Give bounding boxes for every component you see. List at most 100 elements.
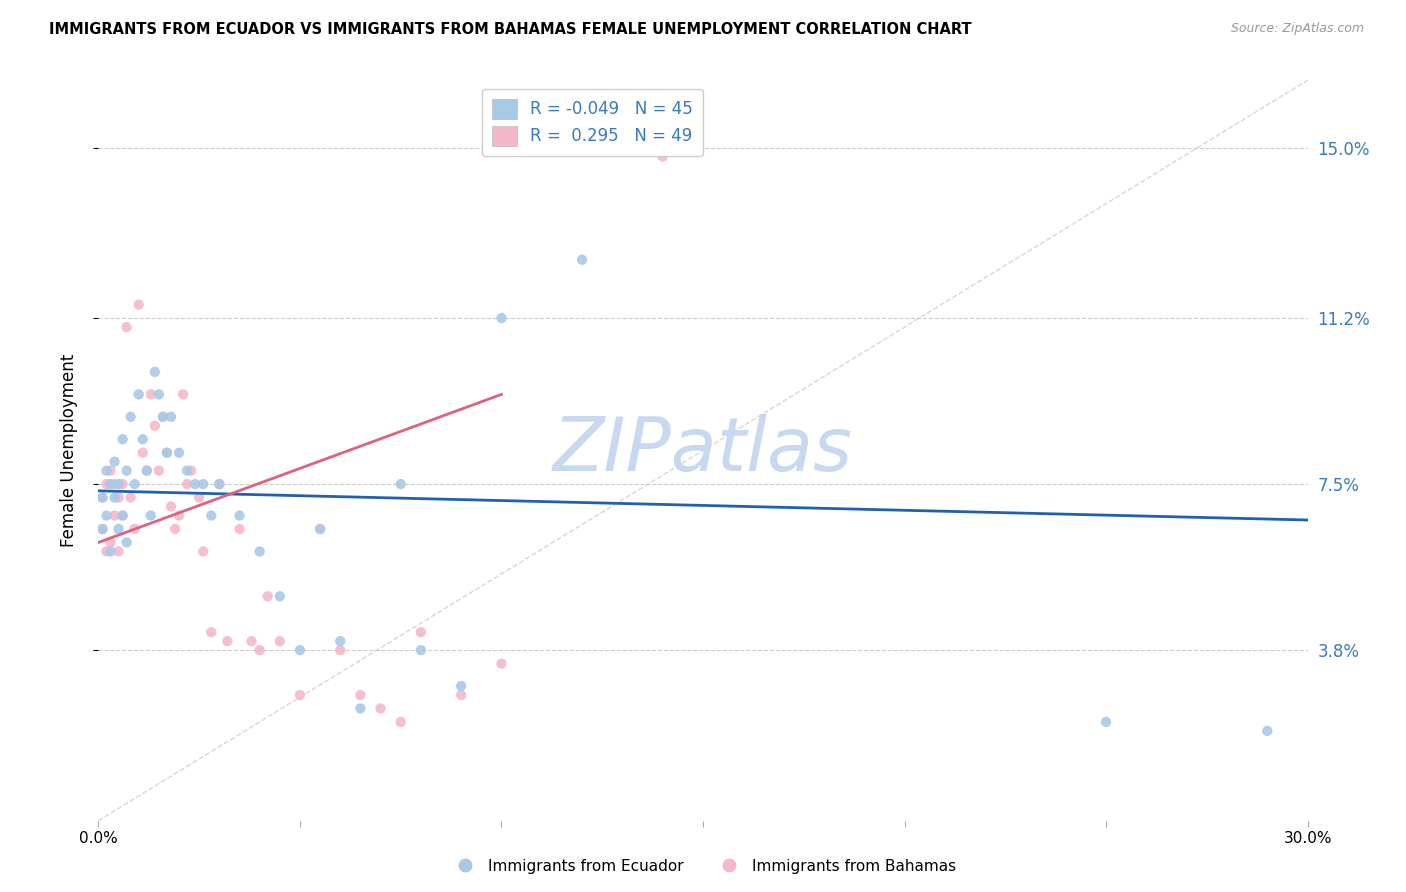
Text: IMMIGRANTS FROM ECUADOR VS IMMIGRANTS FROM BAHAMAS FEMALE UNEMPLOYMENT CORRELATI: IMMIGRANTS FROM ECUADOR VS IMMIGRANTS FR…: [49, 22, 972, 37]
Point: [172, 387, 194, 401]
Point: [651, 150, 673, 164]
Point: [370, 701, 392, 715]
Point: [120, 409, 142, 424]
Point: [100, 477, 122, 491]
Point: [111, 508, 134, 523]
Point: [148, 464, 170, 478]
Point: [163, 522, 186, 536]
Point: [329, 634, 352, 648]
Point: [107, 544, 129, 558]
Point: [491, 311, 513, 326]
Point: [409, 643, 432, 657]
Point: [148, 387, 170, 401]
Point: [115, 320, 138, 334]
Point: [1256, 723, 1278, 738]
Point: [176, 464, 198, 478]
Point: [176, 477, 198, 491]
Point: [103, 477, 125, 491]
Point: [128, 387, 150, 401]
Point: [217, 634, 239, 648]
Point: [107, 522, 129, 536]
Point: [107, 491, 129, 505]
Text: ZIPatlas: ZIPatlas: [553, 415, 853, 486]
Point: [208, 477, 231, 491]
Point: [228, 508, 250, 523]
Point: [193, 477, 215, 491]
Point: [96, 544, 118, 558]
Point: [208, 477, 231, 491]
Point: [111, 508, 134, 523]
Point: [120, 491, 142, 505]
Point: [124, 522, 146, 536]
Point: [156, 446, 179, 460]
Point: [156, 446, 179, 460]
Point: [256, 589, 278, 603]
Point: [107, 477, 129, 491]
Point: [450, 679, 472, 693]
Text: Source: ZipAtlas.com: Source: ZipAtlas.com: [1230, 22, 1364, 36]
Point: [91, 491, 114, 505]
Point: [111, 432, 134, 446]
Point: [152, 409, 174, 424]
Point: [329, 643, 352, 657]
Point: [91, 522, 114, 536]
Legend: R = -0.049   N = 45, R =  0.295   N = 49: R = -0.049 N = 45, R = 0.295 N = 49: [482, 88, 703, 156]
Point: [228, 522, 250, 536]
Point: [115, 535, 138, 549]
Point: [269, 634, 291, 648]
Point: [193, 544, 215, 558]
Point: [152, 409, 174, 424]
Point: [269, 589, 291, 603]
Point: [200, 625, 222, 640]
Point: [249, 643, 271, 657]
Point: [111, 477, 134, 491]
Point: [349, 701, 371, 715]
Point: [180, 464, 202, 478]
Point: [167, 446, 190, 460]
Point: [128, 298, 150, 312]
Point: [160, 500, 183, 514]
Point: [491, 657, 513, 671]
Point: [132, 432, 155, 446]
Point: [240, 634, 263, 648]
Point: [450, 688, 472, 702]
Point: [309, 522, 332, 536]
Y-axis label: Female Unemployment: Female Unemployment: [59, 354, 77, 547]
Point: [389, 714, 412, 729]
Point: [309, 522, 332, 536]
Point: [103, 455, 125, 469]
Point: [349, 688, 371, 702]
Point: [139, 508, 162, 523]
Point: [91, 491, 114, 505]
Point: [249, 544, 271, 558]
Point: [100, 544, 122, 558]
Point: [135, 464, 157, 478]
Point: [132, 446, 155, 460]
Point: [103, 491, 125, 505]
Point: [100, 535, 122, 549]
Point: [188, 491, 211, 505]
Point: [409, 625, 432, 640]
Point: [96, 477, 118, 491]
Point: [115, 464, 138, 478]
Point: [91, 522, 114, 536]
Point: [96, 464, 118, 478]
Point: [135, 464, 157, 478]
Point: [200, 508, 222, 523]
Point: [1095, 714, 1118, 729]
Point: [139, 387, 162, 401]
Point: [96, 508, 118, 523]
Point: [184, 477, 207, 491]
Point: [143, 418, 166, 433]
Point: [288, 688, 311, 702]
Point: [100, 464, 122, 478]
Point: [571, 252, 593, 267]
Point: [167, 508, 190, 523]
Point: [389, 477, 412, 491]
Point: [143, 365, 166, 379]
Point: [124, 477, 146, 491]
Point: [160, 409, 183, 424]
Legend: Immigrants from Ecuador, Immigrants from Bahamas: Immigrants from Ecuador, Immigrants from…: [443, 853, 963, 880]
Point: [103, 508, 125, 523]
Point: [288, 643, 311, 657]
